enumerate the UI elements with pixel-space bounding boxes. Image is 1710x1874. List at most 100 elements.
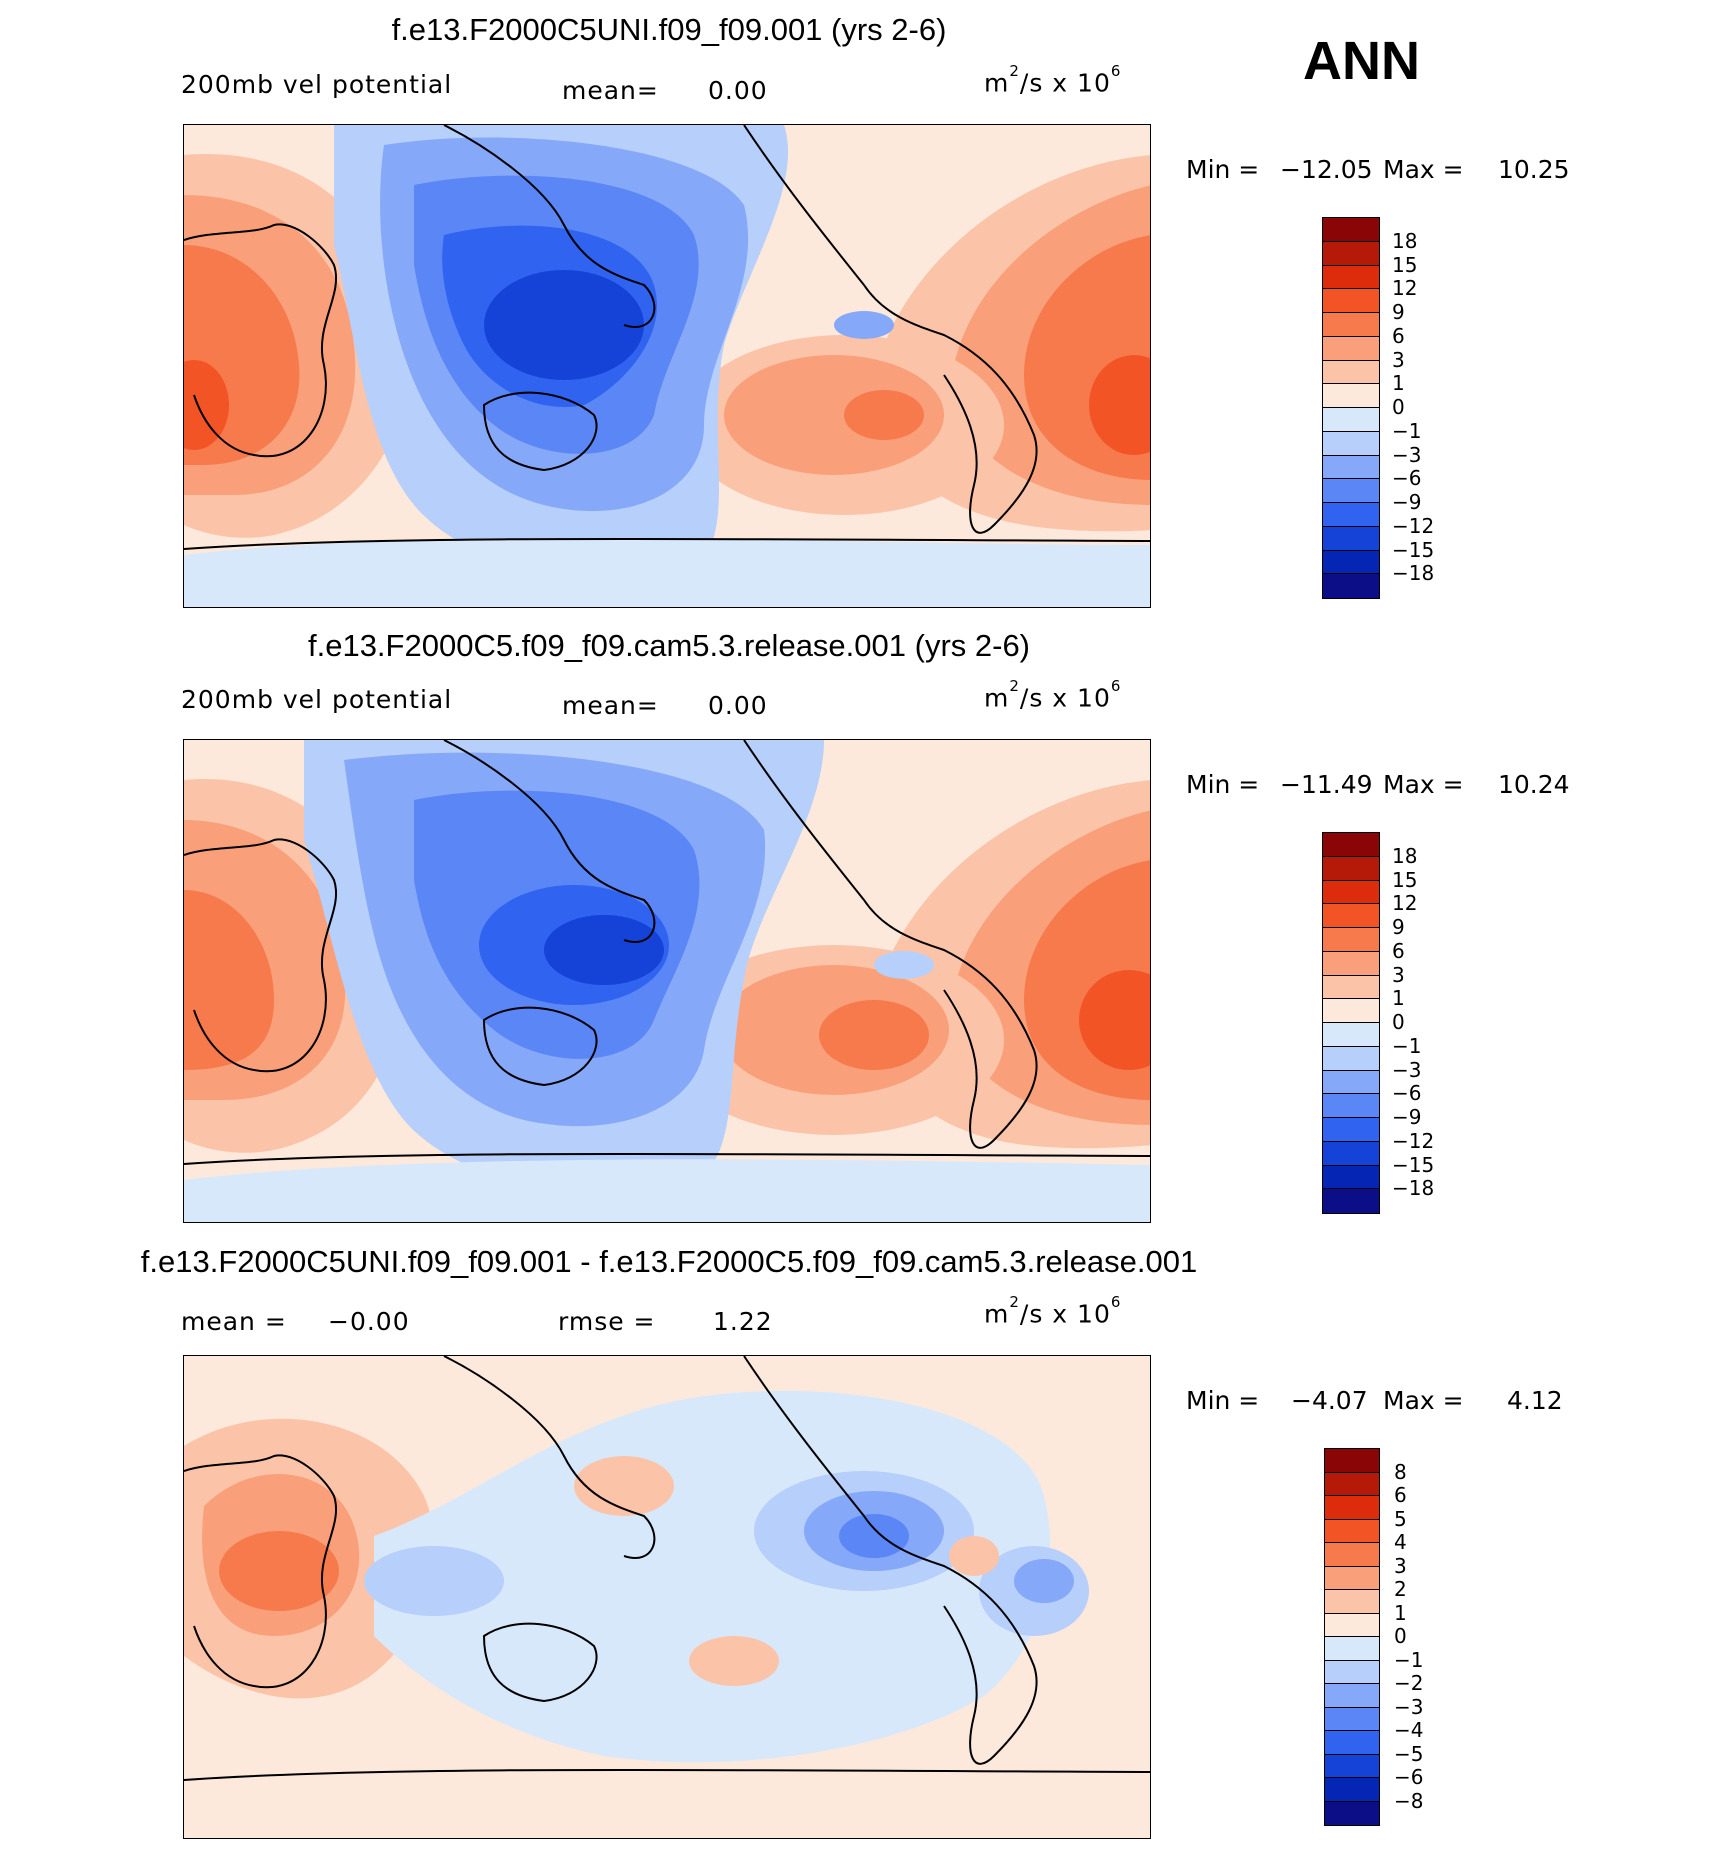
panel-3-map-svg <box>184 1356 1150 1838</box>
colorbar-tick-label: −12 <box>1392 513 1435 538</box>
map-3-contour-brazil-core <box>1014 1559 1074 1603</box>
colorbar-swatch <box>1323 856 1379 881</box>
colorbar-tick-label: 2 <box>1394 1577 1407 1601</box>
colorbar-swatch <box>1323 550 1379 575</box>
colorbar-tick-label: 15 <box>1392 867 1418 892</box>
panel-3-map <box>183 1355 1151 1839</box>
colorbar-tick-label: 18 <box>1392 843 1418 868</box>
panel-1-map-svg <box>184 125 1150 607</box>
colorbar-tick-label: −6 <box>1394 1765 1424 1789</box>
colorbar-tick-label: 1 <box>1392 986 1405 1011</box>
panel-1-variable-label: 200mb vel potential <box>181 70 453 99</box>
colorbar-tick-label: 0 <box>1394 1624 1407 1648</box>
map-1-coast-australia <box>482 391 598 472</box>
colorbar-swatch <box>1325 1519 1379 1543</box>
colorbar-swatch <box>1323 479 1379 503</box>
panel-3-units: m2/s x 106 <box>984 1293 1122 1329</box>
colorbar-swatch <box>1325 1613 1379 1637</box>
colorbar-tick-label: −3 <box>1394 1694 1424 1719</box>
map-3-contour-spac-high <box>689 1636 779 1686</box>
colorbar-tick-label: −6 <box>1392 466 1422 491</box>
map-1-coast-americas <box>743 125 1038 534</box>
colorbar-swatch <box>1325 1660 1379 1684</box>
colorbar-swatch <box>1323 999 1379 1023</box>
colorbar-tick-label: −1 <box>1392 418 1422 443</box>
colorbar-tick-label: −6 <box>1392 1081 1422 1106</box>
map-3-contour-cpac-core <box>839 1514 909 1558</box>
panel-1-colorbar-labels: 18 15 12 9 6 3 1 0 −1 −3 −6 −9 −12 −15 −18 <box>1392 217 1472 599</box>
colorbar-tick-label: −4 <box>1394 1718 1424 1742</box>
map-2-contour-atlantic-core <box>1079 970 1150 1070</box>
colorbar-tick-label: −15 <box>1392 1152 1435 1177</box>
map-3-contour-andes-high <box>949 1536 999 1576</box>
colorbar-swatch <box>1323 384 1379 408</box>
colorbar-swatch <box>1323 880 1379 905</box>
colorbar-swatch <box>1325 1590 1379 1614</box>
colorbar-tick-label: 18 <box>1392 228 1418 253</box>
panel-1-title: f.e13.F2000C5UNI.f09_f09.001 (yrs 2-6) <box>391 12 947 47</box>
panel-2-map-svg <box>184 740 1150 1222</box>
panel-3-min-value: −4.07 <box>1291 1386 1368 1415</box>
panel-2-variable-label: 200mb vel potential <box>181 685 453 714</box>
colorbar-tick-label: −1 <box>1392 1033 1422 1058</box>
colorbar-tick-label: 9 <box>1392 300 1405 324</box>
colorbar-swatch <box>1323 408 1379 432</box>
colorbar-swatch <box>1323 951 1379 976</box>
panel-1-map <box>183 124 1151 608</box>
panel-2-min-label: Min = <box>1186 770 1260 799</box>
colorbar-swatch <box>1323 1118 1379 1142</box>
colorbar-tick-label: 1 <box>1394 1600 1407 1625</box>
colorbar-swatch <box>1325 1778 1379 1802</box>
map-3-coast-americas <box>743 1356 1038 1765</box>
colorbar-swatch <box>1323 574 1379 598</box>
panel-1-colorbar <box>1322 217 1380 599</box>
panel-1-min-value: −12.05 <box>1280 155 1373 184</box>
map-2-coast-australia <box>482 1006 598 1087</box>
colorbar-swatch <box>1323 833 1379 857</box>
colorbar-tick-label: −18 <box>1392 1176 1435 1201</box>
map-2-contour-central-america-low <box>874 951 934 979</box>
panel-3-rmse-value: 1.22 <box>713 1307 773 1336</box>
panel-1-min-label: Min = <box>1186 155 1260 184</box>
panel-3-mean-value: −0.00 <box>328 1307 410 1336</box>
colorbar-tick-label: −18 <box>1392 561 1435 586</box>
map-2-contour-wpac-core <box>544 915 664 985</box>
map-3-contour-indonesia-low <box>364 1546 504 1616</box>
panel-1-units: m2/s x 106 <box>984 62 1122 98</box>
colorbar-swatch <box>1323 241 1379 266</box>
season-label: ANN <box>1303 31 1420 91</box>
colorbar-swatch <box>1325 1731 1379 1755</box>
colorbar-tick-label: −9 <box>1392 490 1422 514</box>
panel-2-mean-value: 0.00 <box>708 691 768 720</box>
panel-3-title: f.e13.F2000C5UNI.f09_f09.001 - f.e13.F20… <box>140 1244 1198 1279</box>
colorbar-tick-label: 3 <box>1392 962 1405 987</box>
panel-2-map <box>183 739 1151 1223</box>
colorbar-swatch <box>1325 1472 1379 1496</box>
panel-3-colorbar-labels: 8 6 5 4 3 2 1 0 −1 −2 −3 −4 −5 −6 −8 <box>1394 1448 1474 1826</box>
map-2-contour-antarctic <box>184 1159 1150 1222</box>
colorbar-tick-label: 1 <box>1392 371 1405 396</box>
colorbar-tick-label: 6 <box>1392 323 1405 348</box>
colorbar-swatch <box>1323 1189 1379 1213</box>
colorbar-tick-label: 15 <box>1392 252 1418 277</box>
colorbar-swatch <box>1323 313 1379 337</box>
map-3-coast-australia <box>482 1622 598 1703</box>
panel-1-mean-label: mean= <box>562 76 659 105</box>
panel-2-mean-label: mean= <box>562 691 659 720</box>
panel-3-max-value: 4.12 <box>1507 1386 1563 1415</box>
colorbar-swatch <box>1323 503 1379 527</box>
colorbar-tick-label: 6 <box>1392 938 1405 963</box>
map-1-contour-epac-inner <box>844 390 924 440</box>
colorbar-swatch <box>1323 1165 1379 1190</box>
colorbar-swatch <box>1323 1094 1379 1118</box>
map-1-contour-antarctic <box>184 538 1150 607</box>
map-3-contour-africa-inner <box>219 1531 339 1611</box>
colorbar-swatch <box>1325 1566 1379 1590</box>
map-3-contour-npac-high <box>574 1456 674 1516</box>
colorbar-tick-label: −3 <box>1392 442 1422 467</box>
colorbar-tick-label: 0 <box>1392 1010 1405 1034</box>
panel-1-mean-value: 0.00 <box>708 76 768 105</box>
colorbar-tick-label: 5 <box>1394 1506 1407 1531</box>
map-1-coast-antarctica <box>184 537 1150 550</box>
colorbar-swatch <box>1323 265 1379 290</box>
